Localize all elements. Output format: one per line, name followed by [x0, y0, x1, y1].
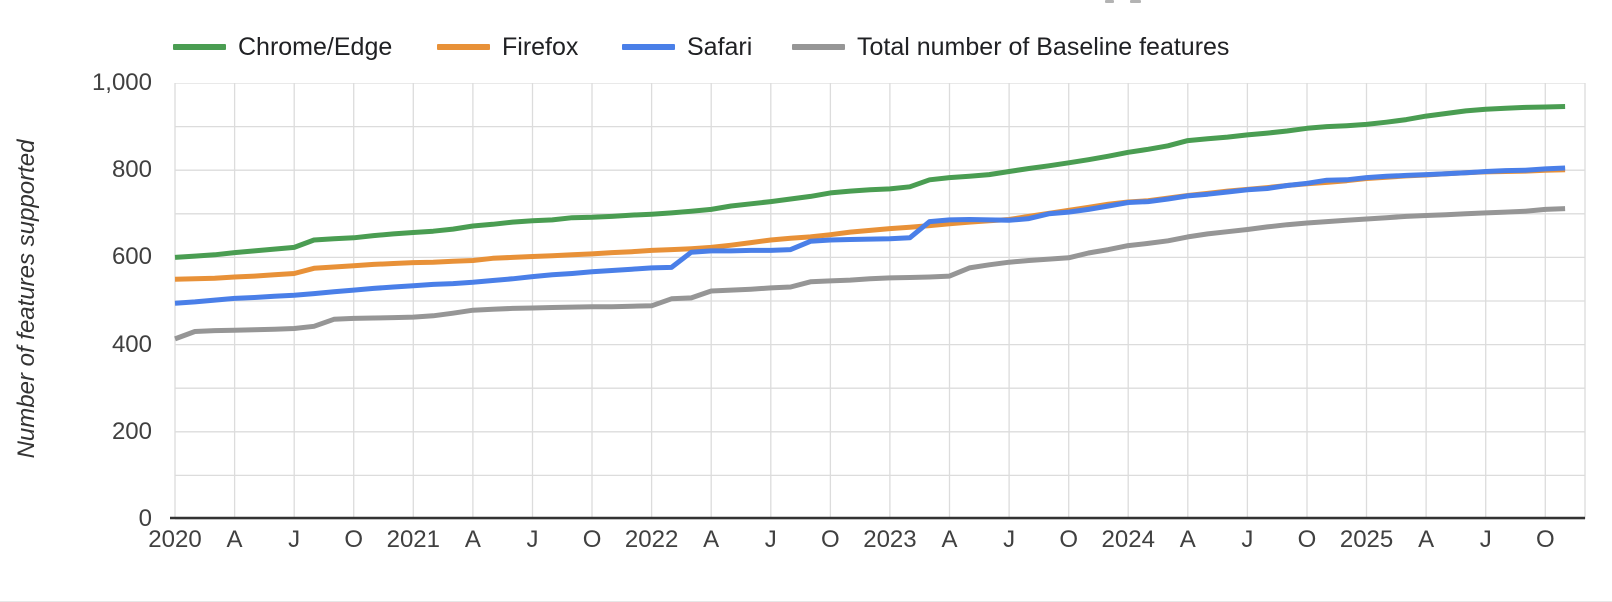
x-tick-label: 2024 [1101, 526, 1155, 553]
y-tick-label: 0 [138, 505, 152, 532]
legend-item-baseline-total[interactable]: Total number of Baseline features [792, 33, 1229, 61]
x-tick-label: J [288, 526, 301, 553]
chart-legend: Chrome/Edge Firefox Safari Total number … [0, 33, 1612, 61]
x-tick-label: O [1535, 526, 1555, 553]
legend-item-safari[interactable]: Safari [622, 33, 752, 61]
line-chart-plot-area [170, 83, 1586, 520]
x-tick-label: O [1297, 526, 1317, 553]
x-tick-label: A [464, 526, 481, 553]
y-tick-label: 600 [111, 243, 152, 271]
x-tick-label: J [1003, 526, 1016, 553]
y-axis-title: Number of features supported [13, 139, 40, 459]
cropped-title-artifact [1105, 0, 1114, 3]
x-tick-label: 2025 [1339, 526, 1394, 553]
legend-label: Chrome/Edge [238, 33, 393, 61]
y-tick-label: 800 [111, 156, 152, 184]
x-tick-label: O [344, 526, 364, 553]
x-tick-label: J [1479, 526, 1492, 553]
x-tick-label: A [1418, 526, 1435, 553]
safari-line-swatch-icon [622, 44, 675, 50]
x-tick-label: A [226, 526, 243, 553]
x-tick-label: 2021 [386, 526, 440, 553]
firefox-line-swatch-icon [437, 44, 490, 50]
y-tick-label: 200 [111, 417, 152, 445]
x-tick-label: O [1059, 526, 1078, 553]
y-tick-label: 400 [111, 330, 152, 358]
x-tick-label: O [582, 526, 602, 553]
x-tick-label: A [1179, 526, 1196, 553]
x-tick-label: J [764, 526, 777, 553]
x-tick-label: A [703, 526, 720, 553]
x-tick-label: A [941, 526, 958, 553]
y-tick-label: 1,000 [91, 69, 152, 96]
x-tick-label: J [1241, 526, 1254, 553]
legend-item-chrome-edge[interactable]: Chrome/Edge [173, 33, 392, 61]
legend-label: Safari [687, 33, 753, 61]
x-tick-label: 2022 [624, 526, 679, 553]
baseline-line-swatch-icon [792, 44, 845, 50]
x-tick-label: O [821, 526, 840, 553]
legend-label: Firefox [502, 33, 579, 61]
legend-item-firefox[interactable]: Firefox [437, 33, 578, 61]
chrome-edge-line-swatch-icon [173, 44, 226, 50]
x-tick-label: 2023 [863, 526, 917, 553]
x-tick-label: J [526, 526, 539, 553]
cropped-title-artifact [1130, 0, 1141, 3]
x-tick-label: 2020 [148, 526, 202, 553]
legend-label: Total number of Baseline features [857, 33, 1230, 61]
